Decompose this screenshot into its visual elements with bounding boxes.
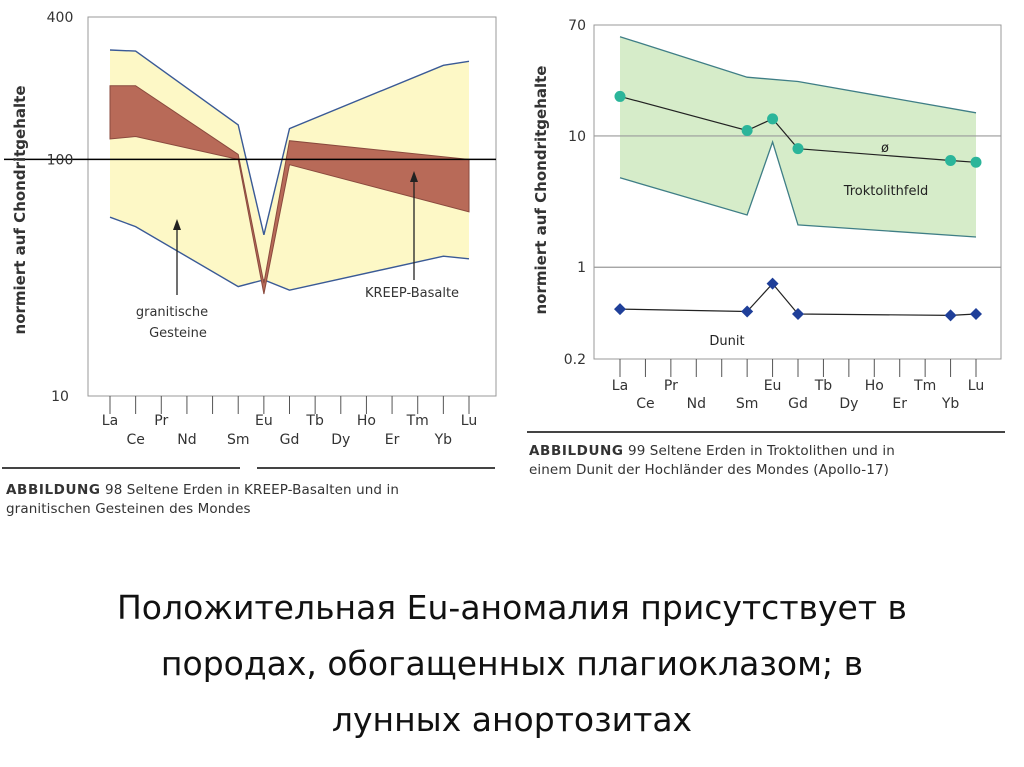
caption99-line1: 99 Seltene Erden in Troktolithen und in bbox=[628, 443, 895, 459]
chart1-xtick-label-Yb: Yb bbox=[434, 432, 453, 448]
chart1-xtick-label-Dy: Dy bbox=[331, 432, 350, 448]
chart1-xtick-label-La: La bbox=[102, 413, 118, 429]
caption99-rule bbox=[527, 431, 1005, 433]
chart2-series-label-mean: ø bbox=[881, 141, 889, 156]
chart2-point-troktolith-mean-Gd bbox=[792, 143, 804, 155]
caption98-lead: ABBILDUNG bbox=[6, 482, 101, 498]
chart1-xtick-label-Tm: Tm bbox=[406, 413, 429, 429]
caption98-rule-right bbox=[257, 467, 495, 469]
chart2-ytick-label-0.2: 0.2 bbox=[564, 352, 586, 368]
chart2-xtick-label-Ce: Ce bbox=[636, 396, 654, 412]
chart1-xtick-label-Er: Er bbox=[385, 432, 400, 448]
chart1-xtick-label-Pr: Pr bbox=[154, 413, 168, 429]
chart1-xtick-label-Eu: Eu bbox=[255, 413, 273, 429]
chart2-point-dunit-Lu bbox=[970, 308, 982, 321]
chart2-xtick-label-Lu: Lu bbox=[968, 378, 984, 394]
chart2-xtick-label-Sm: Sm bbox=[736, 396, 759, 412]
caption99-line2: einem Dunit der Hochländer des Mondes (A… bbox=[529, 462, 890, 478]
chart2-point-troktolith-mean-Eu bbox=[767, 113, 779, 125]
chart2-xtick-label-Dy: Dy bbox=[839, 396, 858, 412]
chart2-point-troktolith-mean-La bbox=[614, 90, 626, 102]
chart2-point-troktolith-mean-Sm bbox=[741, 125, 753, 137]
caption98-line1: 98 Seltene Erden in KREEP-Basalten und i… bbox=[105, 482, 399, 498]
caption-abbildung-98: ABBILDUNG 98 Seltene Erden in KREEP-Basa… bbox=[6, 481, 399, 519]
chart1-xtick-label-Gd: Gd bbox=[280, 432, 300, 448]
chart2-series-label-dunit: Dunit bbox=[709, 334, 744, 349]
slide-text-line-3: лунных анортозитах bbox=[331, 700, 693, 739]
chart-abbildung-99: 70 10 1 0.2 La Pr Eu Tb Ho Tm Lu Ce Nd Sm Gd Dy Er Yb no… bbox=[532, 18, 1002, 412]
chart1-annotation-gesteine: Gesteine bbox=[149, 326, 207, 341]
chart1-ytick-label-100: 100 bbox=[47, 152, 74, 168]
caption98-line2: granitischen Gesteinen des Mondes bbox=[6, 501, 251, 517]
chart2-xtick-label-Er: Er bbox=[892, 396, 907, 412]
chart1-xtick-label-Sm: Sm bbox=[227, 432, 250, 448]
chart2-field-label: Troktolithfeld bbox=[843, 184, 929, 199]
chart1-xtick-label-Ho: Ho bbox=[357, 413, 376, 429]
slide-text: Положительная Eu-аномалия присутствует в… bbox=[0, 580, 1024, 748]
chart1-granitic-lower-outline bbox=[109, 216, 470, 291]
chart2-point-dunit-Sm bbox=[741, 305, 754, 318]
chart2-xtick-label-La: La bbox=[612, 378, 628, 394]
chart1-xtick-label-Tb: Tb bbox=[305, 413, 324, 429]
caption99-lead: ABBILDUNG bbox=[529, 443, 624, 459]
chart2-field-lower-outline bbox=[619, 139, 977, 238]
chart2-point-dunit-Eu bbox=[766, 277, 779, 290]
chart2-point-dunit-La bbox=[614, 303, 626, 316]
caption98-rule-left bbox=[2, 467, 240, 469]
chart2-xtick-label-Yb: Yb bbox=[941, 396, 960, 412]
chart2-point-troktolith-mean-Yb bbox=[945, 155, 957, 167]
chart2-xtick-label-Pr: Pr bbox=[664, 378, 678, 394]
chart1-ylabel: normiert auf Chondritgehalte bbox=[11, 86, 29, 335]
chart1-xtick-label-Nd: Nd bbox=[177, 432, 196, 448]
chart1-annotation-arrowhead-kreep bbox=[410, 171, 418, 182]
chart1-band-kreep-basalte bbox=[109, 85, 470, 295]
chart2-xtick-label-Nd: Nd bbox=[687, 396, 706, 412]
chart1-annotation-kreep-basalte: KREEP-Basalte bbox=[365, 286, 459, 301]
chart1-band-granitische-gesteine bbox=[110, 50, 469, 291]
chart2-ytick-label-10: 10 bbox=[568, 129, 586, 145]
chart2-xtick-label-Eu: Eu bbox=[764, 378, 782, 394]
chart1-xtick-label-Lu: Lu bbox=[461, 413, 477, 429]
chart1-annotation-granitische: granitische bbox=[136, 305, 208, 320]
chart1-ytick-label-400: 400 bbox=[47, 10, 74, 26]
chart-abbildung-98: 400 100 10 La Pr Eu Tb Ho Tm Lu Ce Nd Sm Gd Dy Er Yb no… bbox=[4, 10, 497, 448]
chart2-ylabel: normiert auf Chondritgehalte bbox=[532, 66, 550, 315]
chart2-xtick-label-Ho: Ho bbox=[865, 378, 884, 394]
chart1-ytick-label-10: 10 bbox=[51, 389, 69, 405]
chart2-ytick-label-1: 1 bbox=[577, 260, 586, 276]
chart1-granitic-upper-outline bbox=[109, 49, 470, 235]
slide-text-line-2: породах, обогащенных плагиоклазом; в bbox=[160, 644, 864, 683]
chart1-annotation-arrowhead-granitic bbox=[173, 219, 181, 230]
chart2-xtick-label-Tm: Tm bbox=[913, 378, 936, 394]
chart2-point-dunit-Gd bbox=[792, 308, 804, 321]
slide-text-line-1: Положительная Eu-аномалия присутствует в bbox=[116, 588, 907, 627]
chart2-field-upper-outline bbox=[619, 36, 977, 114]
caption-abbildung-99: ABBILDUNG 99 Seltene Erden in Troktolith… bbox=[529, 442, 895, 480]
chart2-xtick-label-Gd: Gd bbox=[788, 396, 808, 412]
chart1-xtick-label-Ce: Ce bbox=[126, 432, 144, 448]
chart2-troktolith-field bbox=[620, 36, 976, 238]
chart2-xtick-label-Tb: Tb bbox=[814, 378, 833, 394]
chart2-point-dunit-Yb bbox=[944, 309, 957, 322]
chart2-point-troktolith-mean-Lu bbox=[970, 156, 982, 168]
chart2-ytick-label-70: 70 bbox=[568, 18, 586, 34]
